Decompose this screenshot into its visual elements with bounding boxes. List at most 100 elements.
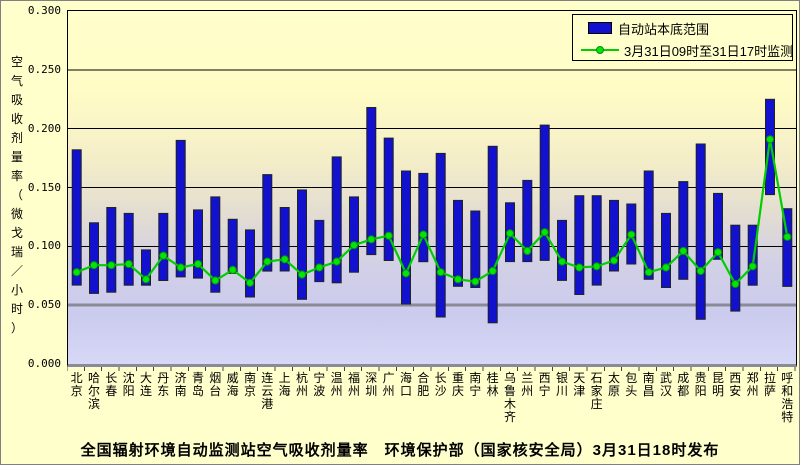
line-marker (609, 256, 619, 265)
x-category-label: 兰 州 (521, 371, 534, 398)
x-category-label: 长 沙 (434, 371, 447, 398)
range-bar (661, 212, 671, 288)
line-marker (523, 246, 532, 256)
line-marker (696, 266, 705, 276)
range-bar (106, 207, 117, 293)
line-marker (280, 255, 289, 264)
range-bar (522, 179, 533, 263)
x-category-label: 桂 林 (486, 371, 499, 398)
x-category-label: 丹 东 (157, 371, 170, 398)
x-category-label: 海 口 (399, 371, 413, 398)
line-marker (644, 268, 653, 277)
y-tick-label: 0.000 (27, 357, 61, 370)
range-bar (591, 195, 602, 286)
x-category-label: 南 京 (243, 371, 257, 398)
line-marker (159, 251, 168, 260)
x-category-label: 合 肥 (417, 371, 430, 398)
line-marker (349, 241, 359, 250)
x-category-label: 济 南 (174, 371, 187, 398)
range-bar (297, 189, 307, 300)
range-bar (349, 196, 359, 273)
range-bar (331, 156, 342, 284)
line-marker (471, 277, 480, 286)
range-bar (193, 209, 203, 279)
x-category-label: 银 川 (555, 371, 569, 398)
range-bar (695, 143, 706, 320)
y-tick-label: 0.250 (27, 62, 61, 76)
x-category-label: 温 州 (330, 371, 343, 398)
line-marker (124, 259, 133, 269)
y-tick-label: 0.050 (27, 298, 61, 312)
line-marker (297, 270, 307, 279)
range-bar (678, 181, 689, 280)
y-tick-label: 0.200 (27, 121, 61, 135)
line-marker (488, 266, 497, 276)
y-tick-label: 0.150 (27, 180, 61, 194)
x-category-label: 西 宁 (538, 371, 551, 398)
y-axis-title: 空 气 吸 收 剂 量 率 （ 微 戈 瑞 ／ 小 时 ） (10, 55, 23, 335)
line-marker (72, 268, 81, 277)
range-bar (418, 172, 429, 263)
x-category-label: 天 津 (573, 371, 586, 398)
range-bar (747, 224, 758, 286)
range-bar (401, 170, 411, 305)
line-marker (540, 228, 549, 237)
range-bar (487, 145, 498, 324)
line-marker (315, 263, 324, 272)
range-bar (539, 124, 550, 261)
chart-title: 全国辐射环境自动监测站空气吸收剂量率 环境保护部（国家核安全局）3月31日18时… (80, 442, 720, 459)
line-marker (89, 261, 99, 270)
line-marker (592, 262, 601, 271)
x-category-label: 太 原 (607, 371, 621, 398)
legend-item-range: 自动站本底范围 (580, 21, 710, 37)
range-bar (366, 107, 377, 256)
range-bar (262, 174, 273, 272)
line-marker (783, 232, 792, 241)
legend: 自动站本底范围 3月31日09时至31日17时监测 (572, 14, 793, 61)
x-category-label: 杭 州 (295, 371, 309, 398)
line-marker (453, 275, 463, 284)
range-bar (730, 224, 741, 312)
x-category-label: 上 海 (278, 371, 291, 398)
x-category-label: 大 连 (139, 371, 153, 398)
x-category-label: 昆 明 (711, 371, 725, 398)
range-bar (557, 219, 567, 281)
x-category-label: 包 头 (625, 371, 638, 398)
range-bar (245, 229, 255, 298)
x-category-label: 拉 萨 (763, 371, 777, 398)
x-category-label: 重 庆 (451, 371, 465, 398)
x-category-label: 哈 尔 滨 (87, 371, 101, 411)
x-category-label: 贵 阳 (694, 371, 707, 398)
x-category-label: 深 圳 (365, 371, 378, 398)
line-marker (141, 275, 151, 284)
line-marker (401, 269, 411, 278)
range-bar (470, 210, 481, 288)
range-bar (643, 170, 654, 280)
line-marker (107, 261, 116, 270)
y-tick-label: 0.300 (27, 4, 61, 17)
range-bar (158, 212, 169, 281)
line-marker (332, 257, 341, 266)
range-bar (314, 219, 325, 283)
x-category-label: 沈 阳 (122, 371, 135, 398)
range-bar (71, 149, 82, 286)
range-bar (782, 208, 793, 287)
range-bar (279, 207, 290, 272)
legend-label-line: 3月31日09时至31日17时监测 (624, 43, 794, 59)
range-bar (123, 212, 134, 286)
x-category-label: 武 汉 (659, 371, 673, 398)
x-category-label: 宁 波 (313, 371, 326, 398)
line-marker (211, 276, 220, 285)
range-bar (227, 218, 238, 274)
range-bar (383, 137, 394, 261)
x-category-label: 石 家 庄 (590, 371, 603, 411)
line-marker (661, 263, 671, 272)
line-marker (228, 265, 237, 274)
line-marker (419, 230, 428, 239)
range-bar (175, 139, 186, 278)
x-axis-ticks (67, 367, 796, 371)
line-marker (765, 135, 775, 144)
x-category-label: 成 都 (677, 371, 690, 398)
range-bar (89, 222, 99, 294)
legend-label-range: 自动站本底范围 (618, 21, 710, 37)
